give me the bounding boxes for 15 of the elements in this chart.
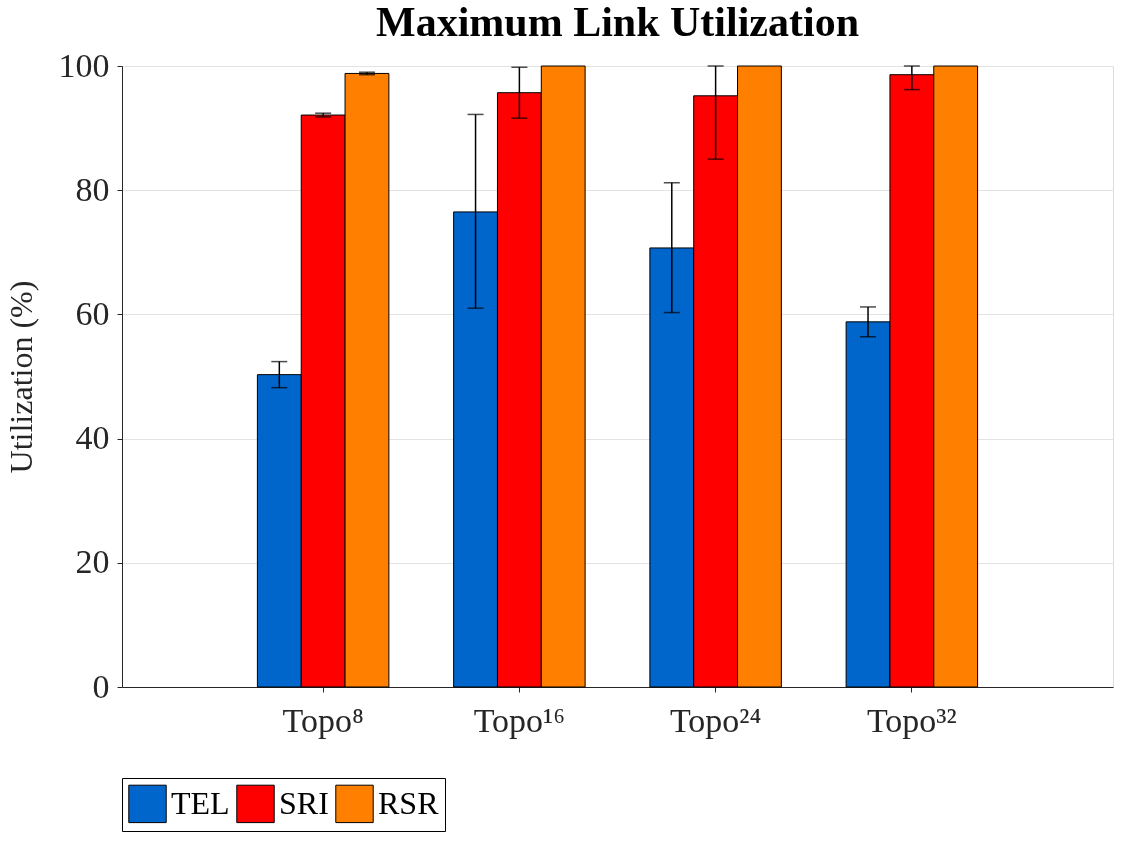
y-axis-title: Utilization (%) xyxy=(2,280,39,474)
x-tick-label: Topo²⁴ xyxy=(669,701,762,739)
legend-label: TEL xyxy=(171,784,230,821)
y-tick-label: 40 xyxy=(75,419,110,457)
y-tick-label: 60 xyxy=(75,294,110,332)
y-tick-label: 20 xyxy=(75,543,110,581)
y-tick-label: 0 xyxy=(92,667,110,705)
x-tick-label: Topo⁸ xyxy=(282,701,364,739)
legend-label: SRI xyxy=(279,784,329,821)
x-tick-label: Topo³² xyxy=(866,701,957,739)
legend-label: RSR xyxy=(378,784,440,821)
x-tick-label: Topo¹⁶ xyxy=(473,701,566,739)
y-tick-label: 100 xyxy=(58,46,110,84)
chart-title: Maximum Link Utilization xyxy=(375,0,860,45)
y-tick-label: 80 xyxy=(75,170,110,208)
